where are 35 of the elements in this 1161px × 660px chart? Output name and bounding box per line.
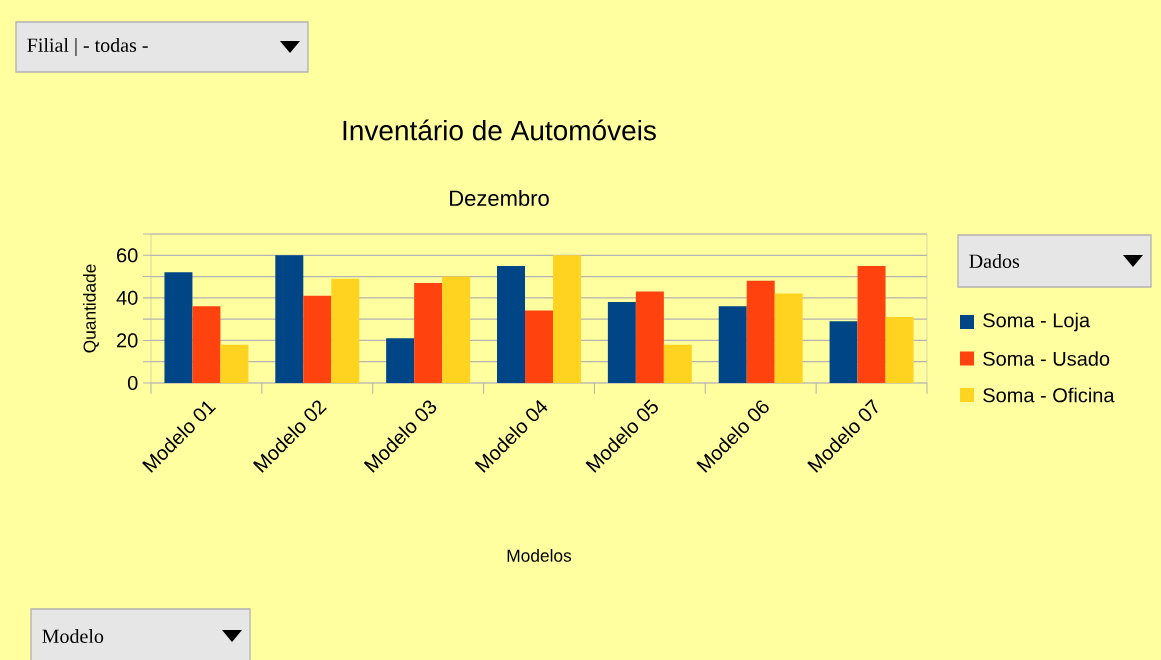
- bar: [635, 291, 664, 383]
- bar: [718, 306, 747, 383]
- legend-label: Soma - Loja: [983, 312, 1091, 332]
- bar: [192, 306, 221, 383]
- bar: [497, 265, 525, 383]
- bar: [414, 282, 443, 383]
- y-tick-label: 0: [127, 375, 138, 391]
- bar: [164, 272, 193, 383]
- bar: [885, 317, 914, 383]
- chart-subtitle: Dezembro: [450, 189, 549, 207]
- bar: [857, 265, 886, 383]
- chart-title: Inventário de Automóveis: [343, 119, 656, 141]
- y-tick-label: 20: [117, 333, 138, 348]
- text: Filial | - todas -: [27, 37, 148, 57]
- x-axis-title: Modelos: [507, 549, 572, 562]
- y-tick-label: 40: [116, 290, 138, 305]
- y-tick-label: 60: [117, 248, 138, 263]
- bar: [275, 255, 304, 383]
- bar: [303, 295, 332, 383]
- bar: [746, 280, 775, 383]
- text: Dados: [969, 253, 1020, 269]
- bar: [829, 321, 858, 383]
- bar: [553, 255, 581, 383]
- bar: [607, 302, 636, 383]
- bar: [220, 344, 249, 383]
- bar: [386, 338, 415, 383]
- bar: [774, 293, 803, 383]
- legend-label: Soma - Oficina: [983, 387, 1115, 403]
- bar: [663, 344, 692, 383]
- legend-label: Soma - Usado: [983, 351, 1110, 366]
- y-axis-title: Quantidade: [83, 264, 99, 353]
- bar: [442, 276, 471, 383]
- text: Modelo: [42, 628, 104, 644]
- bar: [525, 310, 553, 383]
- bar: [331, 278, 360, 383]
